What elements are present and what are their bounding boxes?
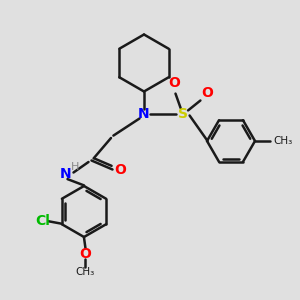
- Text: CH₃: CH₃: [274, 136, 293, 146]
- Text: Cl: Cl: [35, 214, 50, 228]
- Text: N: N: [138, 107, 150, 121]
- Text: O: O: [168, 76, 180, 90]
- Text: S: S: [178, 107, 188, 121]
- Text: CH₃: CH₃: [76, 267, 95, 278]
- Text: N: N: [59, 167, 71, 181]
- Text: O: O: [80, 247, 92, 260]
- Text: O: O: [114, 163, 126, 176]
- Text: O: O: [201, 86, 213, 100]
- Text: H: H: [71, 161, 79, 172]
